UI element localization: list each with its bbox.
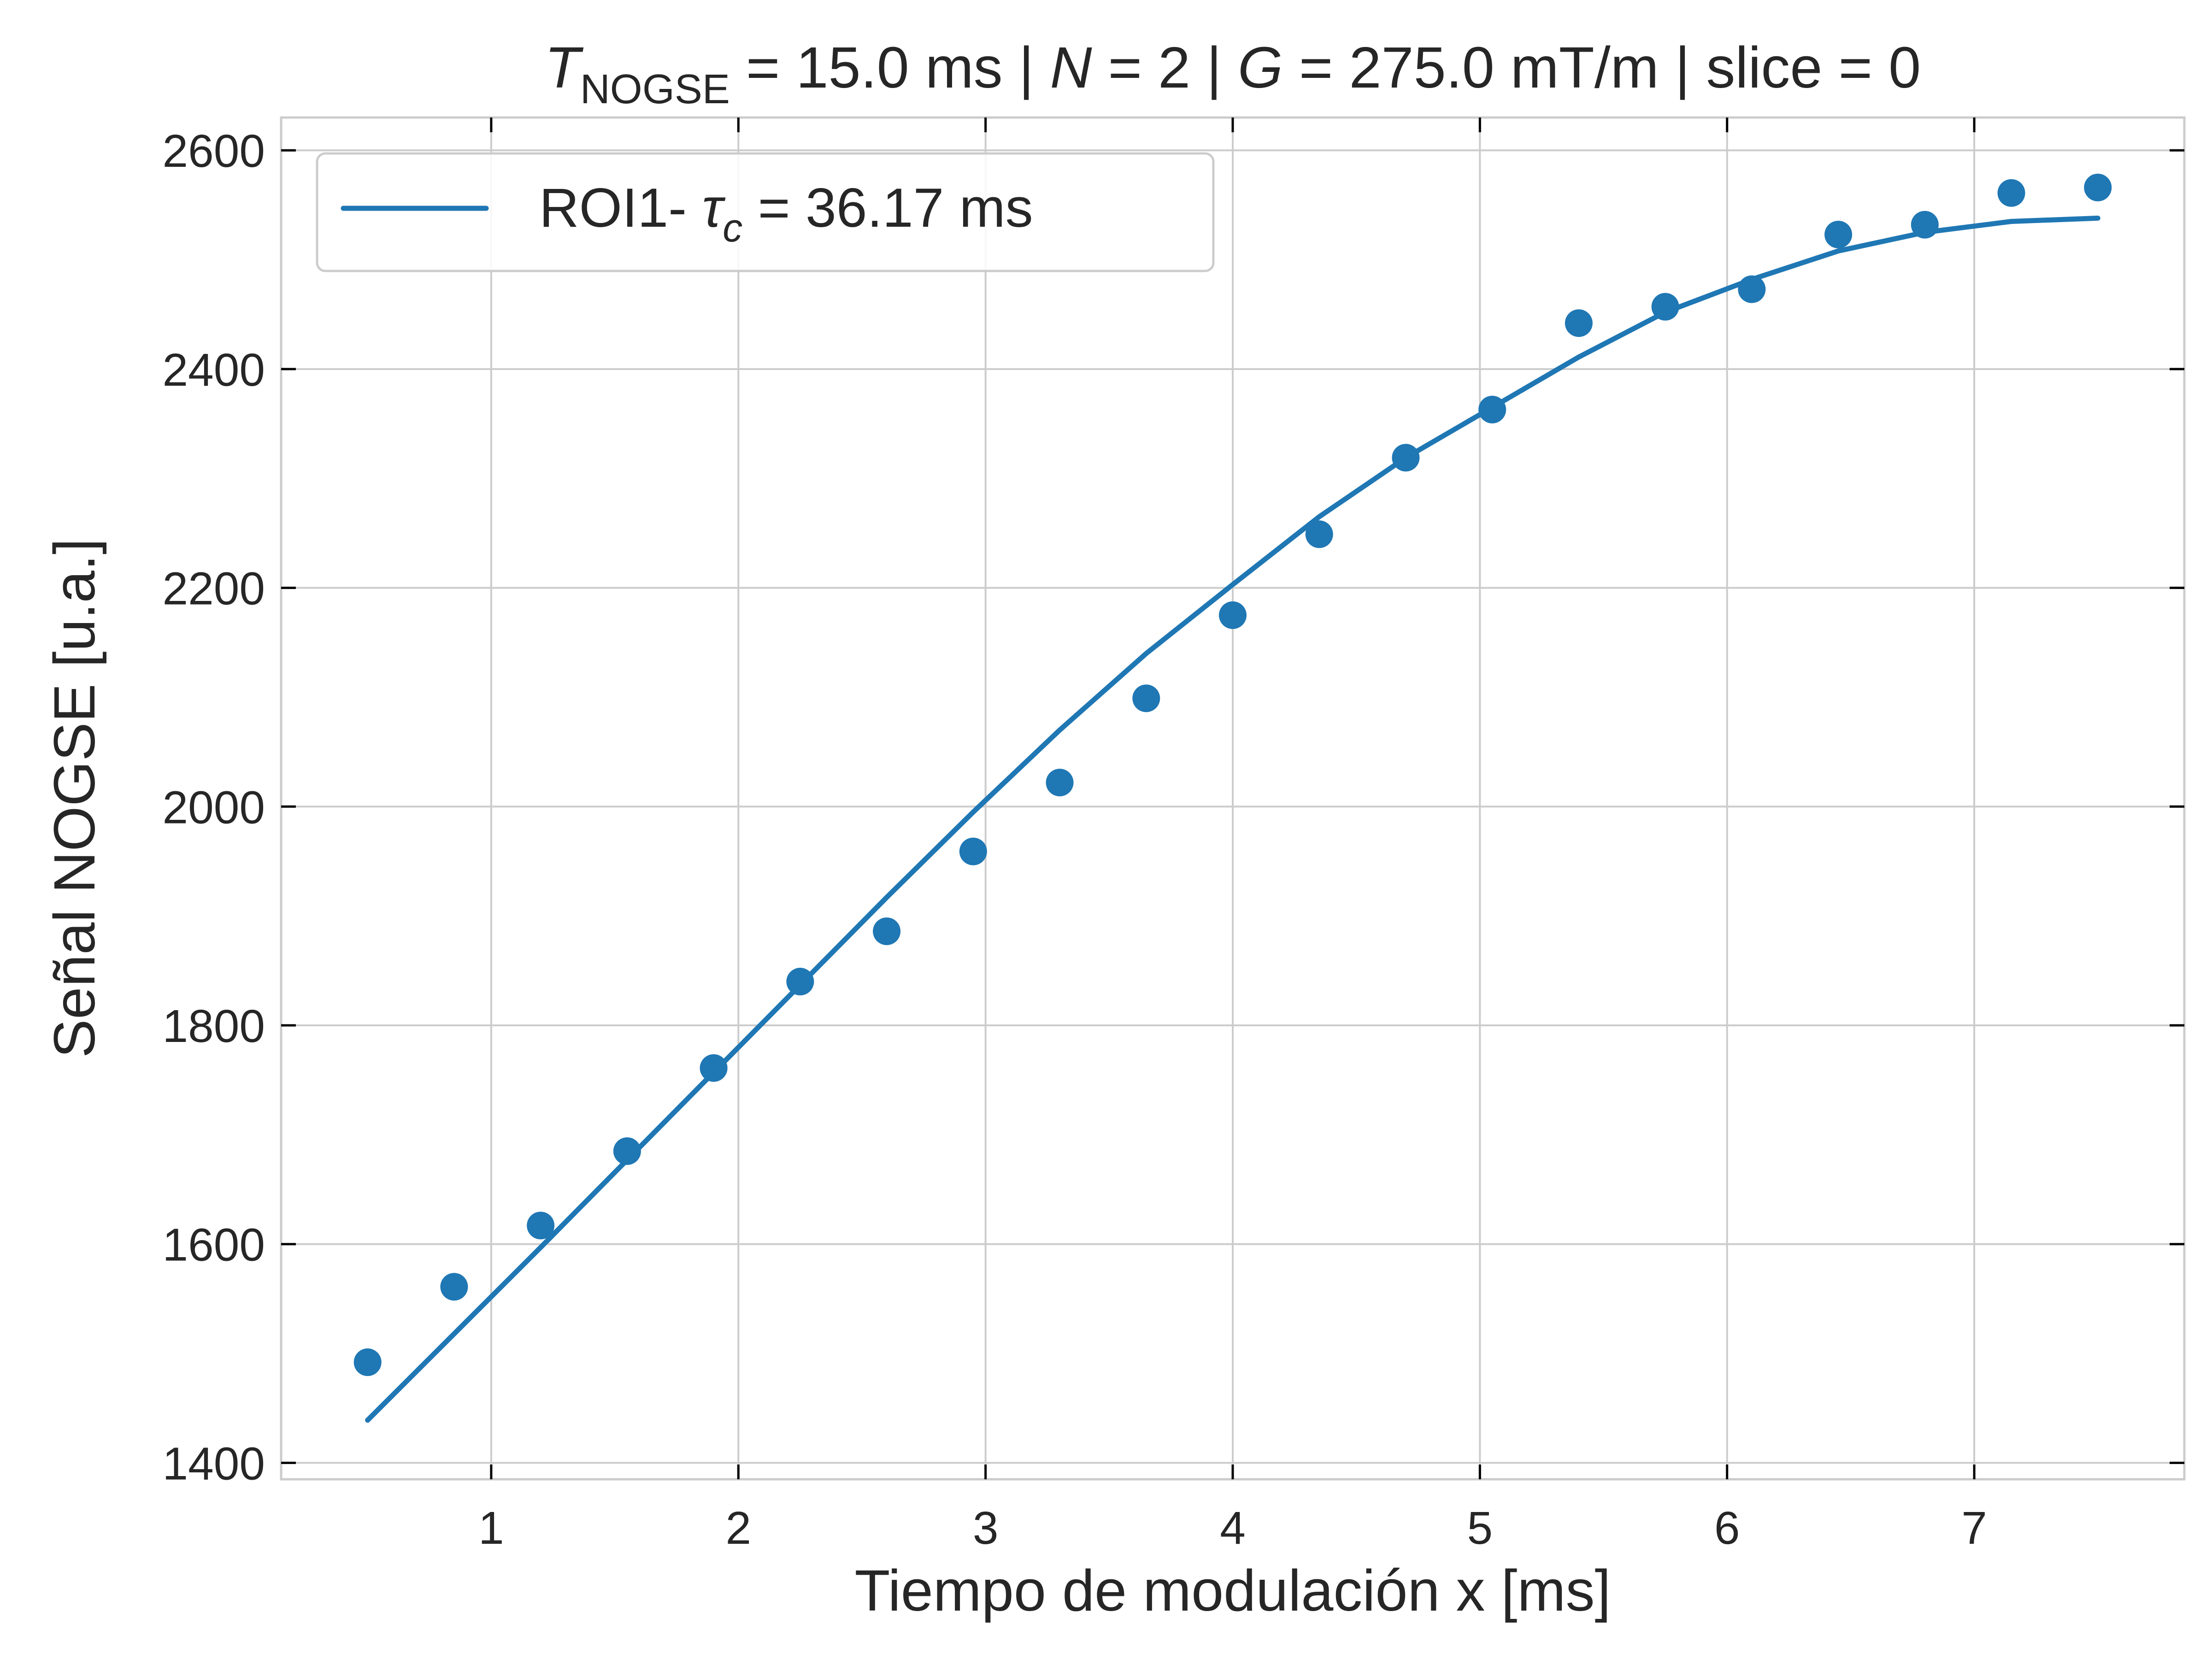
x-tick-label: 7 (1961, 1502, 1987, 1554)
data-point (1132, 684, 1160, 712)
legend-box (316, 152, 1215, 272)
data-point (613, 1137, 641, 1165)
data-point (1997, 179, 2025, 207)
data-point (700, 1054, 728, 1082)
y-tick-label: 2000 (163, 782, 265, 833)
x-tick-label: 1 (478, 1502, 504, 1554)
data-point (440, 1273, 468, 1301)
axis-ticks (281, 118, 2184, 1479)
title-g-symbol: G (1238, 35, 1283, 100)
legend-tau-subscript: c (723, 206, 742, 250)
data-point (2084, 173, 2112, 201)
x-axis-label: Tiempo de modulación x [ms] (854, 1558, 1611, 1623)
x-tick-label: 5 (1467, 1502, 1493, 1554)
data-point (1651, 293, 1679, 321)
data-point (1738, 275, 1766, 303)
grid-lines (281, 118, 2184, 1479)
data-point (1046, 769, 1074, 797)
data-point (786, 968, 814, 996)
x-tick-labels: 1 2 3 4 5 6 7 (478, 1502, 1987, 1554)
x-tick-label: 2 (725, 1502, 751, 1554)
title-t-subscript: NOGSE (580, 66, 730, 112)
data-point (1911, 211, 1939, 239)
data-point (1305, 520, 1333, 548)
data-point (527, 1212, 555, 1240)
series-roi1 (353, 173, 2112, 1423)
data-point (1824, 220, 1853, 248)
y-tick-label: 2600 (163, 125, 265, 177)
data-point (1219, 601, 1247, 629)
title-part-2: = 2 | (1092, 35, 1237, 100)
chart-title: TNOGSE = 15.0 ms | N = 2 | G = 275.0 mT/… (545, 35, 1921, 112)
title-part-3: = 275.0 mT/m | slice = 0 (1283, 35, 1921, 100)
data-point (1478, 395, 1506, 424)
y-tick-label: 1400 (163, 1438, 265, 1489)
y-tick-labels: 1400 1600 1800 2000 2200 2400 2600 (163, 125, 265, 1489)
legend-prefix: ROI1- (539, 177, 702, 239)
y-tick-label: 2200 (163, 563, 265, 615)
data-point (959, 837, 987, 865)
data-point (353, 1348, 382, 1377)
data-point (873, 917, 901, 945)
x-tick-label: 4 (1220, 1502, 1246, 1554)
x-tick-label: 3 (973, 1502, 999, 1554)
title-part-1: = 15.0 ms | (730, 35, 1050, 100)
title-n-symbol: N (1050, 35, 1092, 100)
x-tick-label: 6 (1714, 1502, 1740, 1554)
y-axis-label: Señal NOGSE [u.a.] (42, 538, 107, 1058)
legend-label: ROI1- τc = 36.17 ms (539, 177, 1033, 250)
y-tick-label: 1600 (163, 1219, 265, 1271)
legend-suffix: = 36.17 ms (742, 177, 1033, 239)
legend: ROI1- τc = 36.17 ms (316, 152, 1215, 272)
data-point (1565, 309, 1593, 337)
data-point (1392, 444, 1420, 472)
fit-curve (365, 215, 2100, 1423)
title-t-symbol: T (545, 35, 584, 100)
legend-tau-symbol: τ (702, 177, 726, 239)
y-tick-label: 2400 (163, 344, 265, 396)
y-tick-label: 1800 (163, 1000, 265, 1052)
